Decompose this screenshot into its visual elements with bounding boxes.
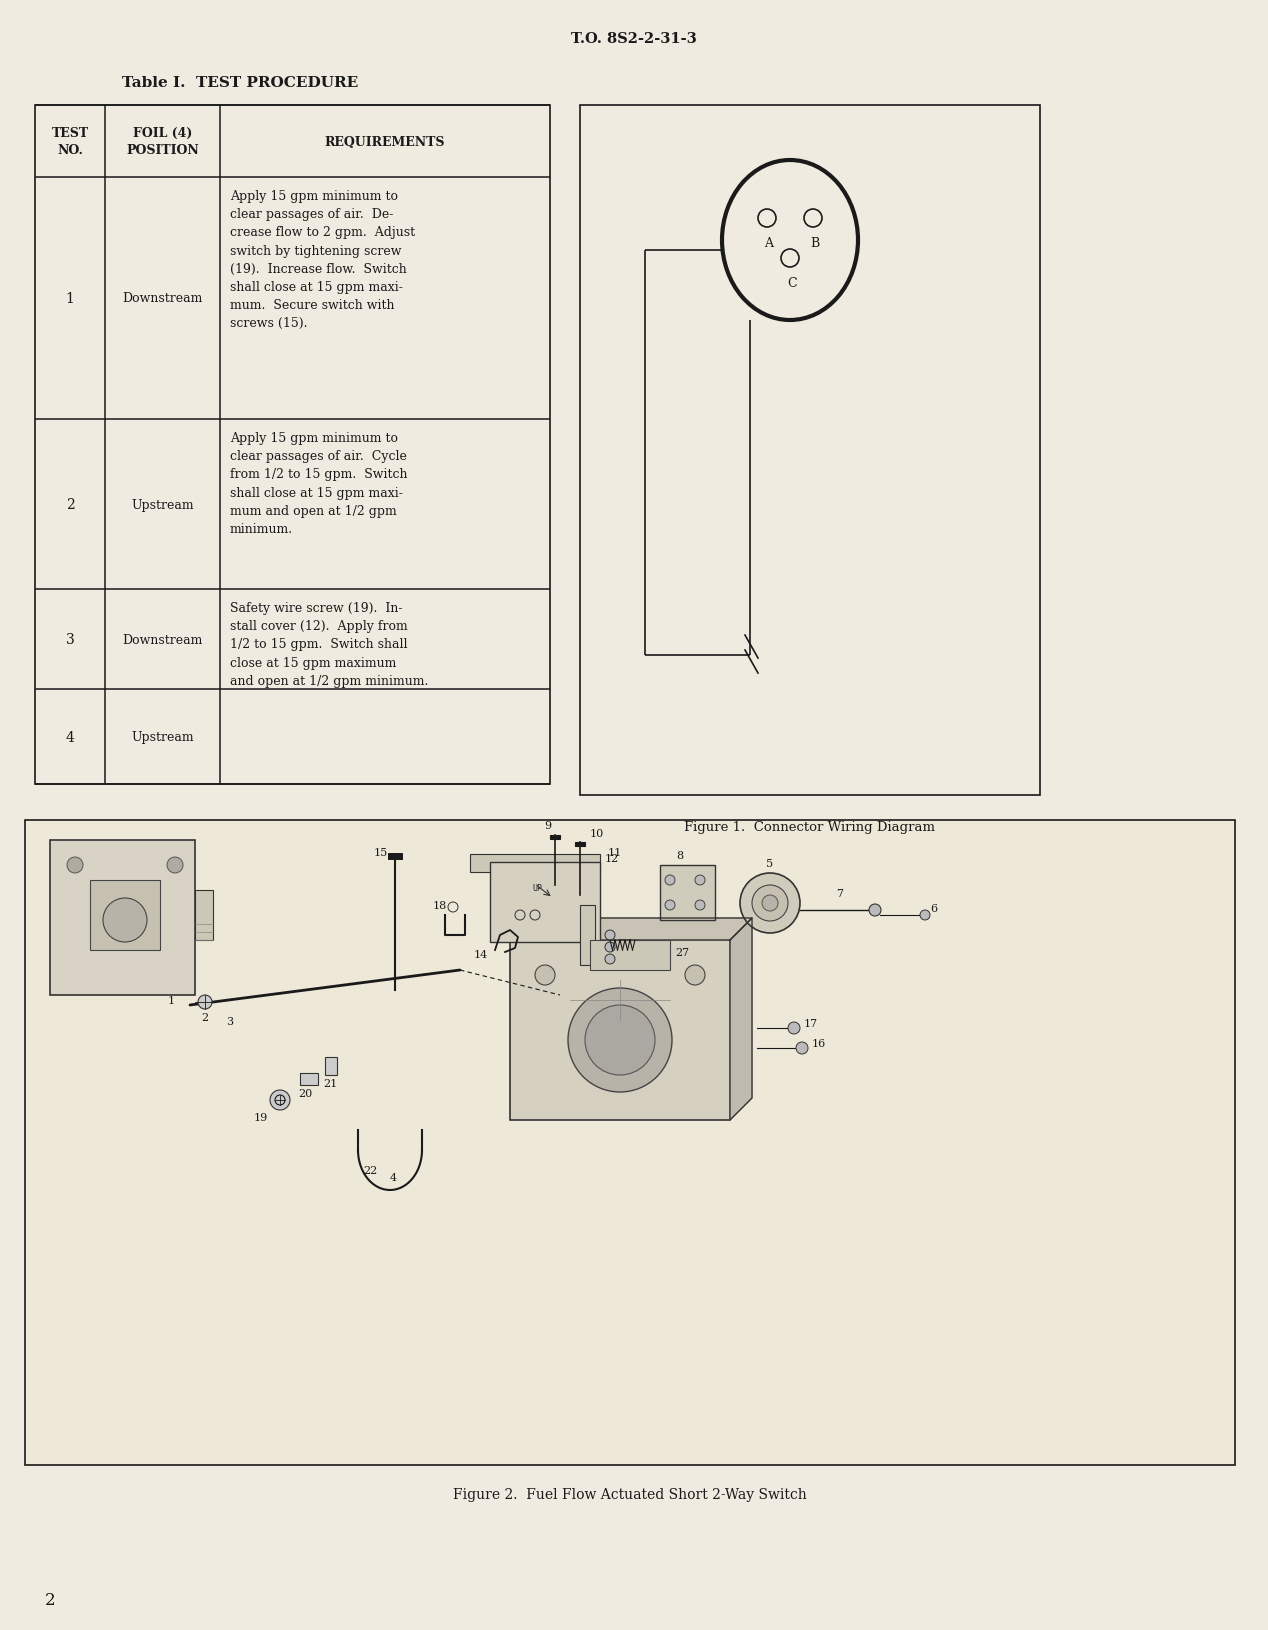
- Text: 26: 26: [618, 939, 633, 949]
- Bar: [49, 841, 195, 996]
- Text: 16: 16: [812, 1038, 827, 1048]
- Text: 25: 25: [618, 955, 633, 965]
- Text: 6: 6: [929, 903, 937, 913]
- Text: 10: 10: [590, 828, 605, 838]
- Bar: [550, 836, 560, 839]
- Polygon shape: [730, 918, 752, 1120]
- Text: Downstream: Downstream: [122, 292, 203, 305]
- Text: 2: 2: [66, 497, 75, 512]
- Text: Figure 1.  Connector Wiring Diagram: Figure 1. Connector Wiring Diagram: [685, 820, 936, 833]
- Text: 19: 19: [254, 1112, 268, 1123]
- Text: 2: 2: [202, 1012, 208, 1022]
- Bar: [36, 106, 550, 784]
- Text: Figure 2.  Fuel Flow Actuated Short 2-Way Switch: Figure 2. Fuel Flow Actuated Short 2-Way…: [453, 1487, 806, 1501]
- Text: 7: 7: [837, 888, 843, 898]
- Text: A: A: [765, 236, 773, 249]
- Circle shape: [585, 1006, 656, 1076]
- Bar: [510, 941, 730, 1120]
- Text: 20: 20: [298, 1089, 312, 1099]
- Text: 5: 5: [766, 859, 773, 869]
- Bar: [661, 866, 715, 921]
- Text: 18: 18: [432, 900, 448, 911]
- Circle shape: [787, 1022, 800, 1035]
- Text: Table I.  TEST PROCEDURE: Table I. TEST PROCEDURE: [122, 77, 358, 90]
- Text: 8: 8: [676, 851, 683, 861]
- Circle shape: [167, 857, 183, 874]
- Text: B: B: [810, 236, 819, 249]
- Circle shape: [752, 885, 787, 921]
- Bar: [574, 843, 585, 846]
- Circle shape: [568, 988, 672, 1092]
- Circle shape: [685, 965, 705, 986]
- Text: 23: 23: [618, 931, 633, 941]
- Circle shape: [762, 895, 779, 911]
- Circle shape: [796, 1042, 808, 1055]
- Text: 15: 15: [374, 848, 388, 857]
- Text: FOIL (4)
POSITION: FOIL (4) POSITION: [126, 127, 199, 156]
- Text: 12: 12: [605, 854, 619, 864]
- Text: 27: 27: [675, 947, 689, 957]
- Circle shape: [664, 900, 675, 911]
- Circle shape: [535, 965, 555, 986]
- Text: 1: 1: [66, 292, 75, 306]
- Bar: [590, 941, 670, 970]
- Text: 14: 14: [474, 949, 488, 960]
- Circle shape: [605, 942, 615, 952]
- Text: Safety wire screw (19).  In-
stall cover (12).  Apply from
1/2 to 15 gpm.  Switc: Safety wire screw (19). In- stall cover …: [230, 601, 429, 688]
- Text: 2: 2: [44, 1591, 56, 1609]
- Text: 24: 24: [618, 942, 633, 952]
- Bar: [90, 880, 160, 950]
- Text: Upstream: Upstream: [131, 499, 194, 512]
- Text: 3: 3: [227, 1017, 233, 1027]
- Text: Apply 15 gpm minimum to
clear passages of air.  De-
crease flow to 2 gpm.  Adjus: Apply 15 gpm minimum to clear passages o…: [230, 189, 415, 331]
- Bar: [579, 106, 1040, 795]
- Text: 21: 21: [323, 1079, 337, 1089]
- Circle shape: [67, 857, 82, 874]
- Text: Upstream: Upstream: [131, 730, 194, 743]
- Text: 4: 4: [389, 1172, 397, 1182]
- Text: 9: 9: [544, 820, 552, 831]
- Text: 3: 3: [66, 632, 75, 647]
- Bar: [470, 854, 600, 872]
- Bar: [579, 905, 595, 965]
- Text: Apply 15 gpm minimum to
clear passages of air.  Cycle
from 1/2 to 15 gpm.  Switc: Apply 15 gpm minimum to clear passages o…: [230, 432, 407, 536]
- Circle shape: [605, 955, 615, 965]
- Polygon shape: [510, 918, 752, 941]
- Text: 13: 13: [554, 952, 568, 962]
- Text: Downstream: Downstream: [122, 632, 203, 645]
- Circle shape: [605, 931, 615, 941]
- Circle shape: [270, 1090, 290, 1110]
- Circle shape: [741, 874, 800, 934]
- Text: 11: 11: [607, 848, 623, 857]
- Bar: [25, 820, 1235, 1465]
- Bar: [325, 1058, 337, 1076]
- Text: REQUIREMENTS: REQUIREMENTS: [325, 135, 445, 148]
- Circle shape: [695, 900, 705, 911]
- Text: UP: UP: [533, 883, 541, 893]
- Circle shape: [921, 911, 929, 921]
- Text: TEST
NO.: TEST NO.: [52, 127, 89, 156]
- Text: 17: 17: [804, 1019, 818, 1029]
- Circle shape: [664, 875, 675, 885]
- Bar: [388, 854, 402, 859]
- Text: 22: 22: [363, 1165, 377, 1175]
- Text: 4: 4: [66, 730, 75, 743]
- Bar: [489, 862, 600, 942]
- Bar: [195, 890, 213, 941]
- Text: C: C: [787, 277, 796, 290]
- Circle shape: [869, 905, 881, 916]
- Bar: [301, 1073, 318, 1086]
- Text: T.O. 8S2-2-31-3: T.O. 8S2-2-31-3: [571, 33, 697, 46]
- Circle shape: [198, 996, 212, 1009]
- Circle shape: [103, 898, 147, 942]
- Text: 1: 1: [167, 996, 175, 1006]
- Circle shape: [695, 875, 705, 885]
